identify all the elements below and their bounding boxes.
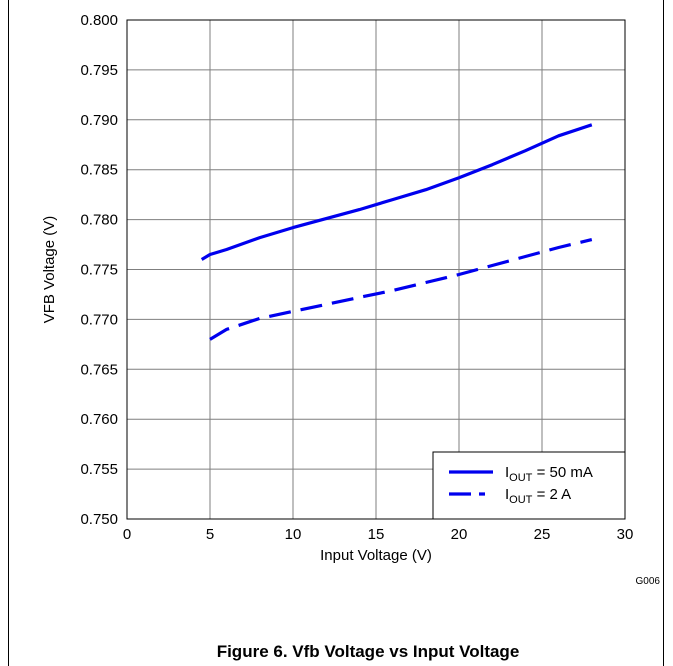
figure-frame bbox=[8, 0, 664, 666]
series-line-50ma bbox=[200, 123, 593, 261]
x-tick-label: 25 bbox=[534, 526, 551, 543]
legend-label: IOUT = 50 mA bbox=[505, 464, 593, 484]
x-tick-label: 15 bbox=[368, 526, 385, 543]
y-tick-label: 0.775 bbox=[80, 262, 118, 279]
y-tick-labels: 0.750 0.755 0.760 0.765 0.770 0.775 0.780 0.785… bbox=[80, 12, 118, 528]
y-tick-label: 0.750 bbox=[80, 511, 118, 528]
x-tick-labels: 0 5 10 15 20 25 30 bbox=[123, 526, 634, 543]
y-tick-label: 0.765 bbox=[80, 361, 118, 378]
y-tick-label: 0.760 bbox=[80, 411, 118, 428]
plot-border bbox=[126, 19, 626, 520]
legend-label: IOUT = 2 A bbox=[505, 486, 571, 506]
x-axis-title: Input Voltage (V) bbox=[320, 547, 432, 564]
x-tick-label: 0 bbox=[123, 526, 131, 543]
y-tick-label: 0.800 bbox=[80, 12, 118, 29]
figure-caption: Figure 6. Vfb Voltage vs Input Voltage bbox=[217, 642, 520, 661]
y-tick-label: 0.785 bbox=[80, 162, 118, 179]
y-tick-label: 0.780 bbox=[80, 212, 118, 229]
grid bbox=[126, 19, 626, 520]
legend-box bbox=[432, 451, 626, 520]
series-line-2a bbox=[209, 238, 593, 341]
y-tick-label: 0.755 bbox=[80, 461, 118, 478]
y-tick-label: 0.770 bbox=[80, 311, 118, 328]
series-layer bbox=[200, 123, 593, 341]
x-tick-label: 10 bbox=[285, 526, 302, 543]
y-tick-label: 0.790 bbox=[80, 112, 118, 129]
figure-code: G006 bbox=[636, 576, 661, 587]
y-axis-title: VFB Voltage (V) bbox=[41, 216, 58, 324]
x-tick-label: 5 bbox=[206, 526, 214, 543]
y-tick-label: 0.795 bbox=[80, 62, 118, 79]
x-tick-label: 30 bbox=[617, 526, 634, 543]
x-tick-label: 20 bbox=[451, 526, 468, 543]
